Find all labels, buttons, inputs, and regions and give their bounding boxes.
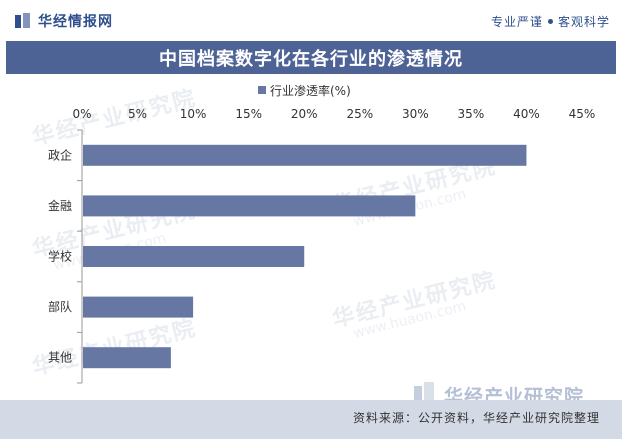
bar-2 [83,195,416,217]
y-category-label: 政企 [48,147,72,162]
slogan: 专业严谨 客观科学 [491,13,610,30]
header-bar: 华经情报网 专业严谨 客观科学 [0,0,622,38]
chart-title: 中国档案数字化在各行业的渗透情况 [159,48,463,70]
corner-logo-icon [414,382,434,408]
source-bar: 资料来源：公开资料，华经产业研究院整理 [0,400,622,439]
bar-4 [83,296,194,318]
legend: 行业渗透率(%) [258,83,351,98]
x-tick-label: 30% [402,107,429,121]
slogan-left: 专业严谨 [490,15,543,29]
x-tick-label: 40% [513,107,540,121]
brand-name: 华经情报网 [38,14,113,30]
x-axis-ticks: 0% 5% 10% 15% 20% 25% 30% 35% 40% 45% [72,107,595,121]
x-tick-label: 5% [128,107,147,121]
y-category-label: 部队 [48,299,72,314]
source-note: 资料来源：公开资料，华经产业研究院整理 [352,411,600,425]
x-tick-label: 35% [458,107,485,121]
x-tick-label: 20% [291,107,318,121]
slogan-right: 客观科学 [557,15,610,29]
bars [83,144,527,369]
bar-3 [83,246,305,267]
bar-1 [83,144,527,166]
x-tick-label: 15% [235,107,262,121]
x-tick-label: 0% [72,107,91,121]
bar-5 [83,347,171,369]
dot-separator-icon [547,19,553,24]
y-category-label: 学校 [48,249,72,264]
x-tick-label: 10% [180,107,207,121]
legend-label: 行业渗透率(%) [270,83,351,98]
brand-logo-icon [15,13,30,28]
x-tick-label: 45% [569,107,596,121]
y-category-label: 金融 [48,198,72,213]
title-bar: 中国档案数字化在各行业的渗透情况 [6,41,616,74]
brand[interactable]: 华经情报网 [14,11,113,31]
y-category-label: 其他 [48,351,72,365]
x-tick-label: 25% [346,107,373,121]
legend-swatch [258,86,266,94]
